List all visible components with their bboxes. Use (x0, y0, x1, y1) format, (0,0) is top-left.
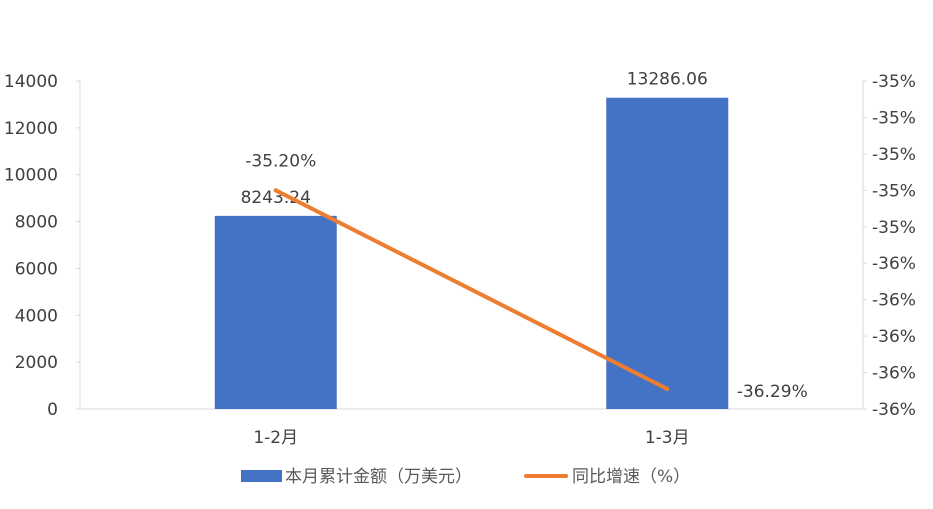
legend-bar-label: 本月累计金额（万美元） (285, 467, 472, 487)
right-tick-label: -35% (872, 72, 916, 92)
left-tick-label: 4000 (15, 306, 58, 326)
line-data-label: -35.20% (245, 151, 316, 171)
right-tick-label: -35% (872, 108, 916, 128)
right-tick-label: -35% (872, 181, 916, 201)
left-tick-label: 6000 (15, 259, 58, 279)
left-tick-label: 8000 (15, 213, 58, 233)
bar (214, 215, 337, 409)
bar-data-label: 8243.24 (241, 188, 311, 208)
left-tick-label: 14000 (4, 72, 58, 92)
line-point (665, 386, 670, 391)
legend-bar-swatch (241, 470, 282, 482)
left-tick-label: 2000 (15, 353, 58, 373)
right-tick-label: -36% (872, 327, 916, 347)
line-data-label: -36.29% (737, 382, 808, 402)
left-tick-label: 0 (47, 400, 58, 420)
line-series (273, 188, 670, 391)
right-tick-label: -35% (872, 218, 916, 238)
right-tick-label: -36% (872, 400, 916, 420)
x-tick-label: 1-2月 (253, 428, 298, 448)
left-tick-label: 12000 (4, 119, 58, 139)
x-tick-label: 1-3月 (645, 428, 690, 448)
line-point (273, 188, 278, 193)
bar (606, 97, 729, 409)
legend-line-label: 同比增速（%） (572, 467, 690, 487)
right-tick-label: -36% (872, 364, 916, 384)
right-tick-label: -36% (872, 291, 916, 311)
left-tick-label: 10000 (4, 166, 58, 186)
bar-data-label: 13286.06 (627, 70, 708, 90)
right-tick-label: -36% (872, 254, 916, 274)
right-tick-label: -35% (872, 145, 916, 165)
